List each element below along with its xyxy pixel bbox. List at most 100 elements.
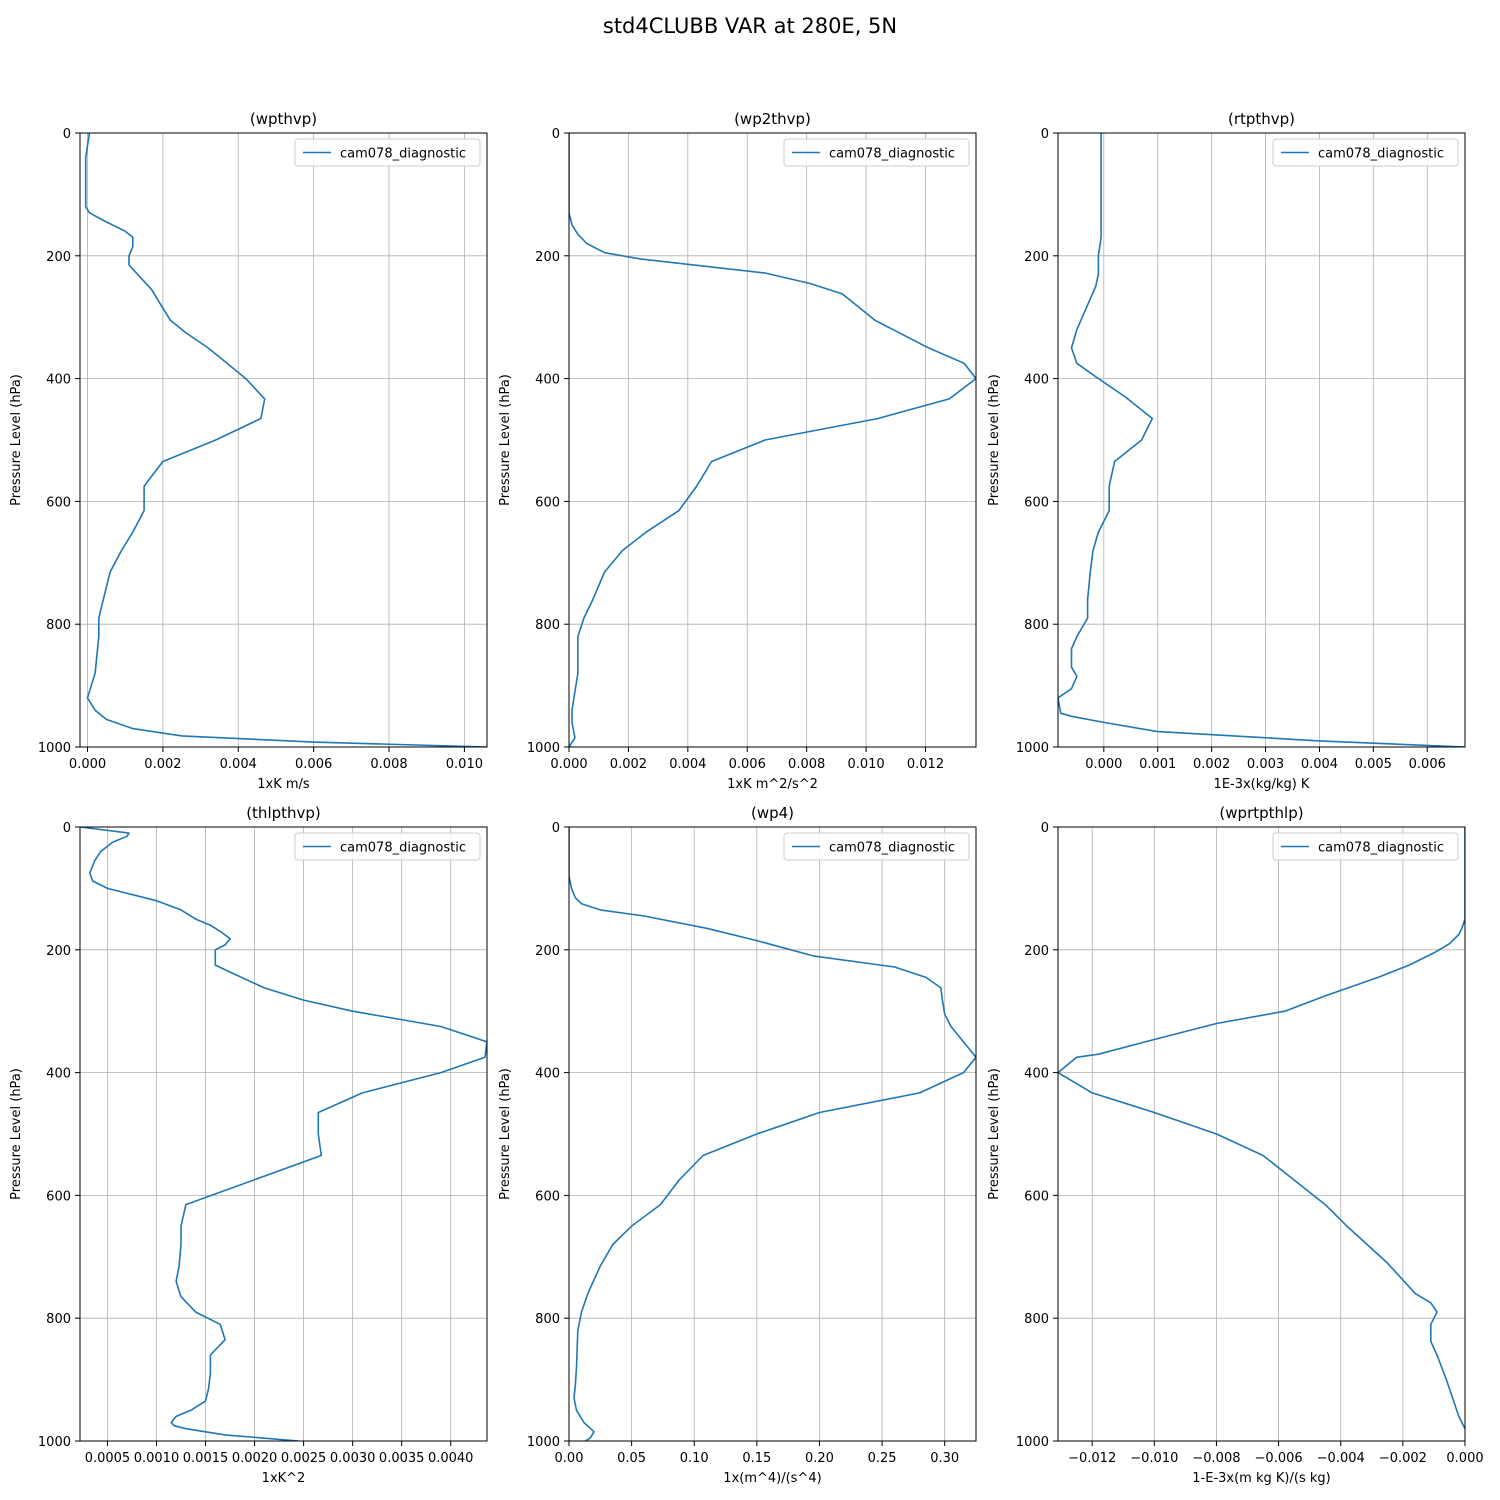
panel-0-xtick-label-4: 0.008 [370,757,407,772]
panel-2-ytick-label-0: 0 [1041,127,1049,142]
panel-0-xtick-label-3: 0.006 [295,757,332,772]
panel-4-xtick-label-6: 0.30 [930,1451,959,1466]
panel-3-ytick-label-3: 600 [46,1189,71,1204]
panel-2-title: (rtpthvp) [1228,110,1295,128]
panel-0-ytick-label-2: 400 [46,373,71,388]
panel-5-xlabel: 1-E-3x(m kg K)/(s kg) [1192,1471,1330,1486]
panel-0-ytick-label-0: 0 [63,127,71,142]
panel-4-title: (wp4) [751,804,794,822]
panel-5-legend [1272,832,1459,861]
panel-3-xtick-label-0: 0.0005 [85,1451,131,1466]
panel-5-frame [1057,826,1466,1442]
panel-5-ytick-label-0: 0 [1041,821,1049,836]
panel-4-xtick-label-1: 0.05 [617,1451,646,1466]
panel-2-ytick-label-2: 400 [1024,373,1049,388]
panel-1-ytick-label-5: 1000 [527,741,560,756]
panel-3-ytick-label-4: 800 [46,1312,71,1327]
panel-3-ylabel: Pressure Level (hPa) [9,1068,24,1200]
panel-2-ytick-label-5: 1000 [1016,741,1049,756]
panel-4-ylabel: Pressure Level (hPa) [498,1068,513,1200]
panel-0-xtick-label-5: 0.010 [446,757,483,772]
panel-4-xtick-label-2: 0.10 [680,1451,709,1466]
panel-1-title: (wp2thvp) [734,110,811,128]
panel-3-frame [79,826,488,1442]
panel-4-ytick-label-3: 600 [535,1189,560,1204]
panel-3-xtick-label-4: 0.0025 [281,1451,327,1466]
panel-4-xtick-label-4: 0.20 [805,1451,834,1466]
panel-4-legend-label: cam078_diagnostic [829,841,955,856]
panel-5-xtick-label-5: −0.002 [1379,1451,1427,1466]
panel-5-xtick-label-4: −0.004 [1317,1451,1365,1466]
panel-2-legend [1272,138,1459,167]
panel-3-ytick-label-2: 400 [46,1067,71,1082]
panel-3-xtick-label-2: 0.0015 [183,1451,229,1466]
panel-1-ylabel: Pressure Level (hPa) [498,374,513,506]
panel-4-ytick-label-2: 400 [535,1067,560,1082]
panel-3-xtick-label-7: 0.0040 [428,1451,474,1466]
panel-2-frame [1057,132,1466,748]
panel-1-legend-label: cam078_diagnostic [829,147,955,162]
panel-3-legend [294,832,481,861]
panel-3-ytick-label-5: 1000 [38,1435,71,1450]
panel-1-ytick-label-0: 0 [552,127,560,142]
panel-2-xtick-label-4: 0.004 [1301,757,1338,772]
panel-4-series-line-0 [569,827,976,1441]
panel-1-xtick-label-2: 0.004 [669,757,706,772]
panel-4-ytick-label-1: 200 [535,944,560,959]
panel-1-xtick-label-1: 0.002 [610,757,647,772]
panel-3-xtick-label-3: 0.0020 [232,1451,278,1466]
panel-0-legend [294,138,481,167]
panel-2-xtick-label-0: 0.000 [1085,757,1122,772]
panel-3-ytick-label-0: 0 [63,821,71,836]
panel-4-ytick-label-0: 0 [552,821,560,836]
panel-0-ylabel: Pressure Level (hPa) [9,374,24,506]
panel-0-xlabel: 1xK m/s [257,777,310,792]
panel-2-xtick-label-5: 0.005 [1355,757,1392,772]
panel-4-xlabel: 1x(m^4)/(s^4) [723,1471,821,1486]
panel-3-xlabel: 1xK^2 [262,1471,306,1486]
panel-3-series-line-0 [80,827,487,1441]
panel-5-series-line-0 [1058,827,1465,1430]
panel-1-xlabel: 1xK m^2/s^2 [727,777,818,792]
panel-4-ytick-label-5: 1000 [527,1435,560,1450]
panel-2-xtick-label-1: 0.001 [1139,757,1176,772]
figure-title: std4CLUBB VAR at 280E, 5N [602,14,898,38]
panel-1-ytick-label-1: 200 [535,250,560,265]
panel-1-xtick-label-3: 0.006 [729,757,766,772]
panel-5-ytick-label-4: 800 [1024,1312,1049,1327]
panel-2-xtick-label-2: 0.002 [1193,757,1230,772]
panel-2-legend-label: cam078_diagnostic [1318,147,1444,162]
panel-3-xtick-label-1: 0.0010 [134,1451,180,1466]
panel-3-title: (thlpthvp) [246,804,321,822]
panel-1-ytick-label-2: 400 [535,373,560,388]
panel-4-xtick-label-3: 0.15 [742,1451,771,1466]
panel-0-ytick-label-5: 1000 [38,741,71,756]
panel-1-series-line-0 [569,133,976,747]
panel-5-xtick-label-0: −0.012 [1068,1451,1116,1466]
panel-5-xtick-label-6: 0.000 [1446,1451,1483,1466]
panel-4-legend [783,832,970,861]
panel-1-ytick-label-4: 800 [535,618,560,633]
panel-0-frame [79,132,488,748]
panel-5-xtick-label-1: −0.010 [1130,1451,1178,1466]
panel-4-xtick-label-5: 0.25 [868,1451,897,1466]
panel-1-xtick-label-6: 0.012 [907,757,944,772]
panel-1-legend [783,138,970,167]
panel-0-title: (wpthvp) [250,110,317,128]
panel-0-ytick-label-3: 600 [46,495,71,510]
panel-3-legend-label: cam078_diagnostic [340,841,466,856]
panel-2-ytick-label-3: 600 [1024,495,1049,510]
panel-2-ytick-label-1: 200 [1024,250,1049,265]
panel-0-xtick-label-0: 0.000 [69,757,106,772]
panel-2-series-line-0 [1058,133,1465,747]
panel-0-series-line-0 [84,133,487,747]
panel-5-xtick-label-2: −0.008 [1192,1451,1240,1466]
panel-5-xtick-label-3: −0.006 [1255,1451,1303,1466]
panel-4-xtick-label-0: 0.00 [555,1451,584,1466]
panel-5-ytick-label-1: 200 [1024,944,1049,959]
panel-3-ytick-label-1: 200 [46,944,71,959]
panel-1-xtick-label-4: 0.008 [788,757,825,772]
panel-1-xtick-label-5: 0.010 [847,757,884,772]
panel-2-ylabel: Pressure Level (hPa) [987,374,1002,506]
